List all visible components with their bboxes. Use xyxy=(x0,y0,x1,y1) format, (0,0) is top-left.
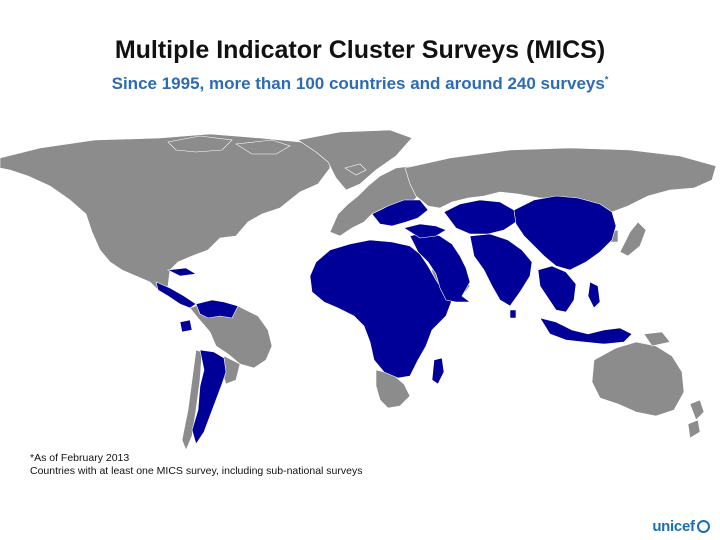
subtitle-footnote-marker: * xyxy=(604,74,609,85)
central-asia xyxy=(443,199,517,235)
australia xyxy=(591,341,685,417)
new-zealand xyxy=(687,399,705,439)
philippines xyxy=(587,281,601,309)
north-america xyxy=(0,133,331,293)
greenland xyxy=(297,129,413,191)
balkans-ukraine-belarus xyxy=(371,199,429,227)
china-mongolia xyxy=(513,195,617,271)
central-america xyxy=(155,281,197,309)
papua-new-guinea xyxy=(643,331,671,347)
unicef-emblem-icon xyxy=(696,519,710,533)
japan xyxy=(619,221,647,257)
madagascar xyxy=(431,357,445,385)
non-mics-land xyxy=(0,129,717,451)
subtitle-text: Since 1995, more than 100 countries and … xyxy=(111,74,605,93)
unicef-logo: unicef xyxy=(646,515,716,537)
mics-land xyxy=(155,195,633,445)
cuba xyxy=(166,267,197,277)
slide-title: Multiple Indicator Cluster Surveys (MICS… xyxy=(114,36,606,64)
venezuela-guyana xyxy=(195,299,239,319)
ecuador xyxy=(179,319,193,333)
world-map xyxy=(0,129,717,451)
middle-east xyxy=(409,231,471,303)
indonesia xyxy=(539,317,633,345)
note-date: *As of February 2013 xyxy=(30,452,130,464)
bolivia-paraguay-argentina xyxy=(191,349,227,445)
iceland xyxy=(344,163,367,176)
southeast-asia xyxy=(537,265,577,313)
chile-strip xyxy=(181,349,203,451)
slide-subtitle: Since 1995, more than 100 countries and … xyxy=(0,74,720,94)
logo-text: unicef xyxy=(652,517,695,535)
africa xyxy=(309,239,453,379)
sri-lanka xyxy=(509,309,517,319)
turkey-caucasus xyxy=(403,223,447,239)
arctic-islands xyxy=(167,135,291,155)
note-description: Countries with at least one MICS survey,… xyxy=(30,465,363,477)
south-asia xyxy=(469,233,533,307)
footnotes: *As of February 2013 Countries with at l… xyxy=(30,452,362,478)
